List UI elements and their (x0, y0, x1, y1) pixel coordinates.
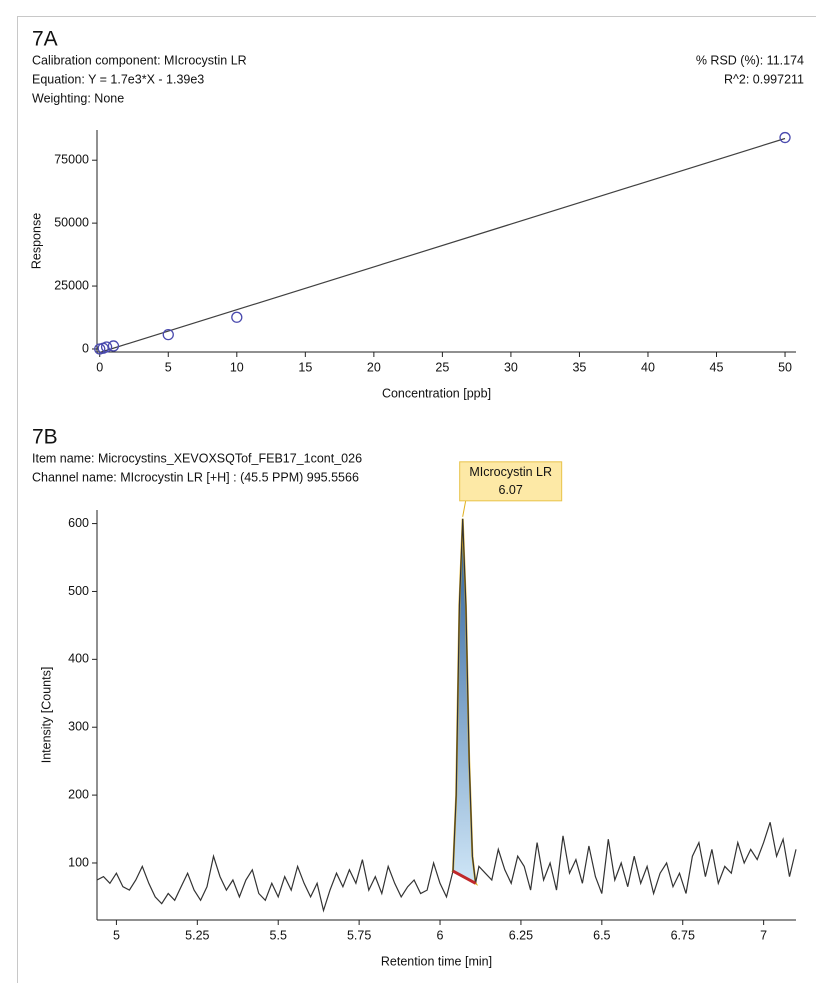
x-tick-label: 5 (113, 928, 120, 942)
y-axis-label: Response (29, 213, 43, 269)
x-tick-label: 15 (298, 360, 312, 374)
info-line: Channel name: MIcrocystin LR [+H] : (45.… (32, 470, 359, 484)
annotation-value: 6.07 (499, 483, 523, 497)
x-tick-label: 6.5 (593, 928, 610, 942)
chromatogram-line (96, 518, 797, 913)
y-tick-label: 600 (68, 516, 89, 530)
stat-line: R^2: 0.997211 (724, 72, 804, 86)
x-tick-label: 50 (778, 360, 792, 374)
annotation-box (459, 461, 563, 502)
x-axis-label: Concentration [ppb] (382, 386, 491, 400)
x-tick-label: 5.5 (270, 928, 287, 942)
y-tick-label: 400 (68, 652, 89, 666)
y-axis-label: Intensity [Counts] (39, 667, 53, 764)
data-point (162, 328, 174, 341)
x-tick-label: 45 (710, 360, 724, 374)
y-tick-label: 25000 (54, 278, 89, 292)
annotation-leader (462, 500, 467, 517)
x-tick-label: 6.25 (509, 928, 533, 942)
data-point (231, 311, 243, 323)
frame (17, 16, 816, 983)
y-tick-label: 100 (68, 855, 89, 869)
y-tick-label: 500 (68, 584, 89, 598)
stat-line: % RSD (%): 11.174 (696, 53, 804, 67)
x-tick-label: 20 (367, 360, 381, 374)
info-line: Equation: Y = 1.7e3*X - 1.39e3 (32, 72, 204, 86)
x-axis-label: Retention time [min] (381, 954, 492, 968)
y-tick-label: 0 (82, 341, 89, 355)
y-tick-label: 200 (68, 787, 89, 801)
x-tick-label: 5 (165, 360, 172, 374)
y-tick-label: 50000 (54, 215, 89, 229)
data-point (779, 131, 791, 144)
info-line: Item name: Microcystins_XEVOXSQTof_FEB17… (32, 451, 362, 465)
data-point (100, 341, 113, 353)
fit-line (99, 137, 786, 354)
x-tick-label: 6 (437, 928, 444, 942)
x-tick-label: 6.75 (671, 928, 695, 942)
info-line: Weighting: None (32, 91, 124, 105)
x-tick-label: 25 (435, 360, 449, 374)
integration-baseline (452, 869, 477, 885)
panel-title: 7A (32, 28, 58, 51)
x-tick-label: 40 (641, 360, 655, 374)
x-tick-label: 5.75 (347, 928, 371, 942)
x-tick-label: 10 (230, 360, 244, 374)
x-tick-label: 7 (760, 928, 767, 942)
data-point (107, 340, 120, 352)
x-tick-label: 0 (96, 360, 103, 374)
y-tick-label: 300 (68, 720, 89, 734)
info-line: Calibration component: MIcrocystin LR (32, 53, 247, 67)
annotation-label: MIcrocystin LR (469, 465, 552, 479)
x-tick-label: 35 (572, 360, 586, 374)
x-tick-label: 5.25 (185, 928, 209, 942)
panel-title: 7B (32, 426, 58, 449)
x-tick-label: 30 (504, 360, 518, 374)
y-tick-label: 75000 (54, 153, 89, 167)
